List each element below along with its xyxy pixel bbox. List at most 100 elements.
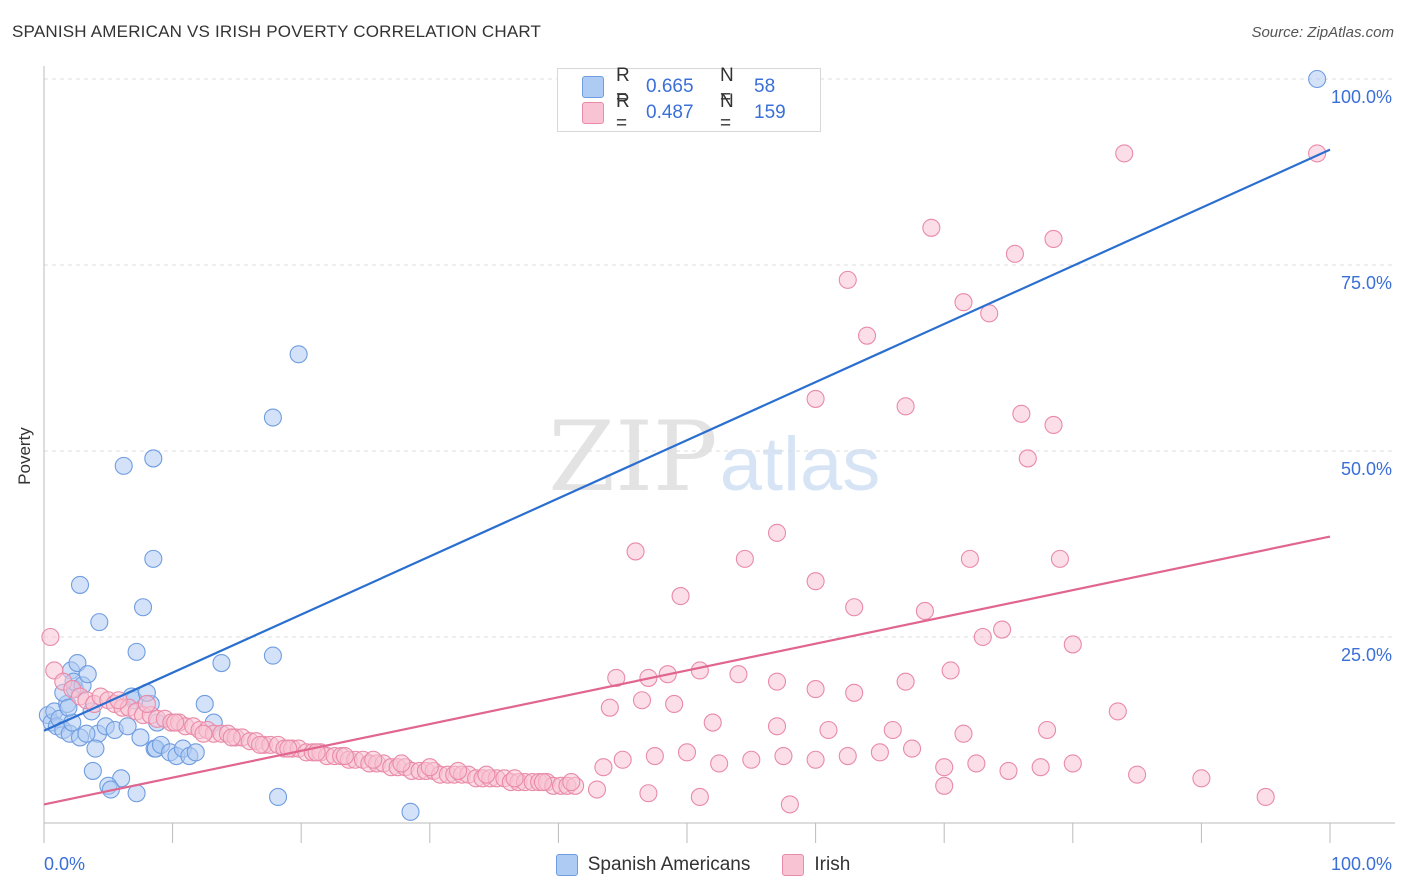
data-point <box>41 627 60 647</box>
legend-item-irish[interactable]: Irish <box>782 854 850 876</box>
chart-title: SPANISH AMERICAN VS IRISH POVERTY CORREL… <box>12 22 542 41</box>
data-point <box>941 661 960 680</box>
data-point <box>335 746 354 766</box>
r-value: 0.665 <box>646 76 694 97</box>
axes <box>43 66 1395 843</box>
data-point <box>845 598 864 617</box>
data-point <box>999 761 1018 780</box>
data-point <box>838 746 857 766</box>
data-point <box>90 613 109 632</box>
grid-lines <box>44 78 1395 638</box>
data-point <box>364 750 383 769</box>
data-point <box>1192 769 1211 788</box>
data-point <box>1050 549 1069 568</box>
legend-label-irish: Irish <box>814 854 851 875</box>
data-point <box>838 270 857 289</box>
data-point <box>806 680 825 699</box>
y-tick-label: 50.0% <box>1341 459 1392 479</box>
data-point <box>806 572 825 591</box>
data-points <box>38 69 1327 821</box>
data-point <box>1115 144 1134 163</box>
data-point <box>883 720 902 740</box>
data-point <box>857 326 877 345</box>
data-point <box>690 661 709 680</box>
data-point <box>1256 787 1275 807</box>
n-label: N = <box>720 65 734 108</box>
data-point <box>420 758 439 777</box>
data-point <box>59 698 78 717</box>
trend-line-spanish-americans <box>43 148 1331 732</box>
data-point <box>870 743 889 762</box>
data-point <box>127 642 146 661</box>
data-point <box>935 776 954 795</box>
trend-line-irish <box>43 535 1331 806</box>
data-point <box>902 739 922 758</box>
data-point <box>1128 765 1147 784</box>
data-point <box>973 627 992 647</box>
legend-item-spanish-americans[interactable]: Spanish Americans <box>555 854 750 876</box>
data-point <box>449 761 468 780</box>
tick-labels: 25.0% 50.0% 75.0% 100.0% 0.0% 100.0% <box>44 87 1392 874</box>
data-point <box>993 620 1012 639</box>
r-label: R = <box>616 65 630 108</box>
data-point <box>1044 415 1063 435</box>
data-point <box>562 773 581 792</box>
data-point <box>77 724 96 743</box>
data-point <box>935 758 954 777</box>
data-point <box>690 787 709 807</box>
r-value: 0.487 <box>646 102 694 123</box>
legend-swatch-irish <box>782 854 805 876</box>
source-label: Source: ZipAtlas.com <box>1251 24 1394 41</box>
data-point <box>250 735 270 754</box>
data-point <box>767 672 787 691</box>
data-point <box>1063 635 1082 654</box>
watermark-zip: ZIP <box>548 401 717 513</box>
data-point <box>212 653 231 673</box>
stats-legend: R = 0.665 N = 58 R = 0.487 N = 159 <box>557 65 821 134</box>
series-legend: Spanish Americans Irish <box>0 852 1406 878</box>
data-point <box>780 795 799 814</box>
data-point <box>1038 720 1057 740</box>
data-point <box>1012 404 1031 423</box>
y-tick-label: 100.0% <box>1331 87 1392 107</box>
series-spanish-americans-points <box>38 69 1327 821</box>
data-point <box>626 542 645 561</box>
data-point <box>83 761 102 780</box>
data-point <box>594 758 613 777</box>
data-point <box>1005 244 1024 263</box>
data-point <box>645 746 664 766</box>
data-point <box>70 575 90 594</box>
stats-row-irish: R = 0.487 N = 159 <box>582 91 786 134</box>
data-point <box>477 765 496 784</box>
data-point <box>845 683 864 702</box>
data-point <box>263 646 282 665</box>
data-point <box>68 653 87 673</box>
stats-swatch-irish <box>582 102 604 124</box>
legend-swatch-spanish-americans <box>555 854 578 876</box>
data-point <box>114 456 133 475</box>
data-point <box>144 449 163 468</box>
data-point <box>401 802 420 821</box>
y-tick-label: 25.0% <box>1341 645 1392 665</box>
data-point <box>289 345 308 364</box>
data-point <box>767 717 787 736</box>
data-point <box>194 724 213 743</box>
data-point <box>63 713 82 732</box>
data-point <box>819 720 838 740</box>
y-tick-label: 75.0% <box>1341 273 1392 293</box>
data-point <box>960 549 979 568</box>
data-point <box>639 784 658 803</box>
data-point <box>263 408 282 427</box>
data-point <box>186 743 205 762</box>
stats-row-spanish-americans: R = 0.665 N = 58 <box>582 65 775 108</box>
data-point <box>742 750 761 769</box>
data-point <box>222 728 241 747</box>
y-axis-label: Poverty <box>15 427 34 485</box>
data-point <box>166 713 185 732</box>
watermark: ZIP atlas <box>548 401 880 513</box>
data-point <box>954 724 973 743</box>
data-point <box>505 769 524 788</box>
data-point <box>703 713 722 732</box>
data-point <box>954 293 973 312</box>
